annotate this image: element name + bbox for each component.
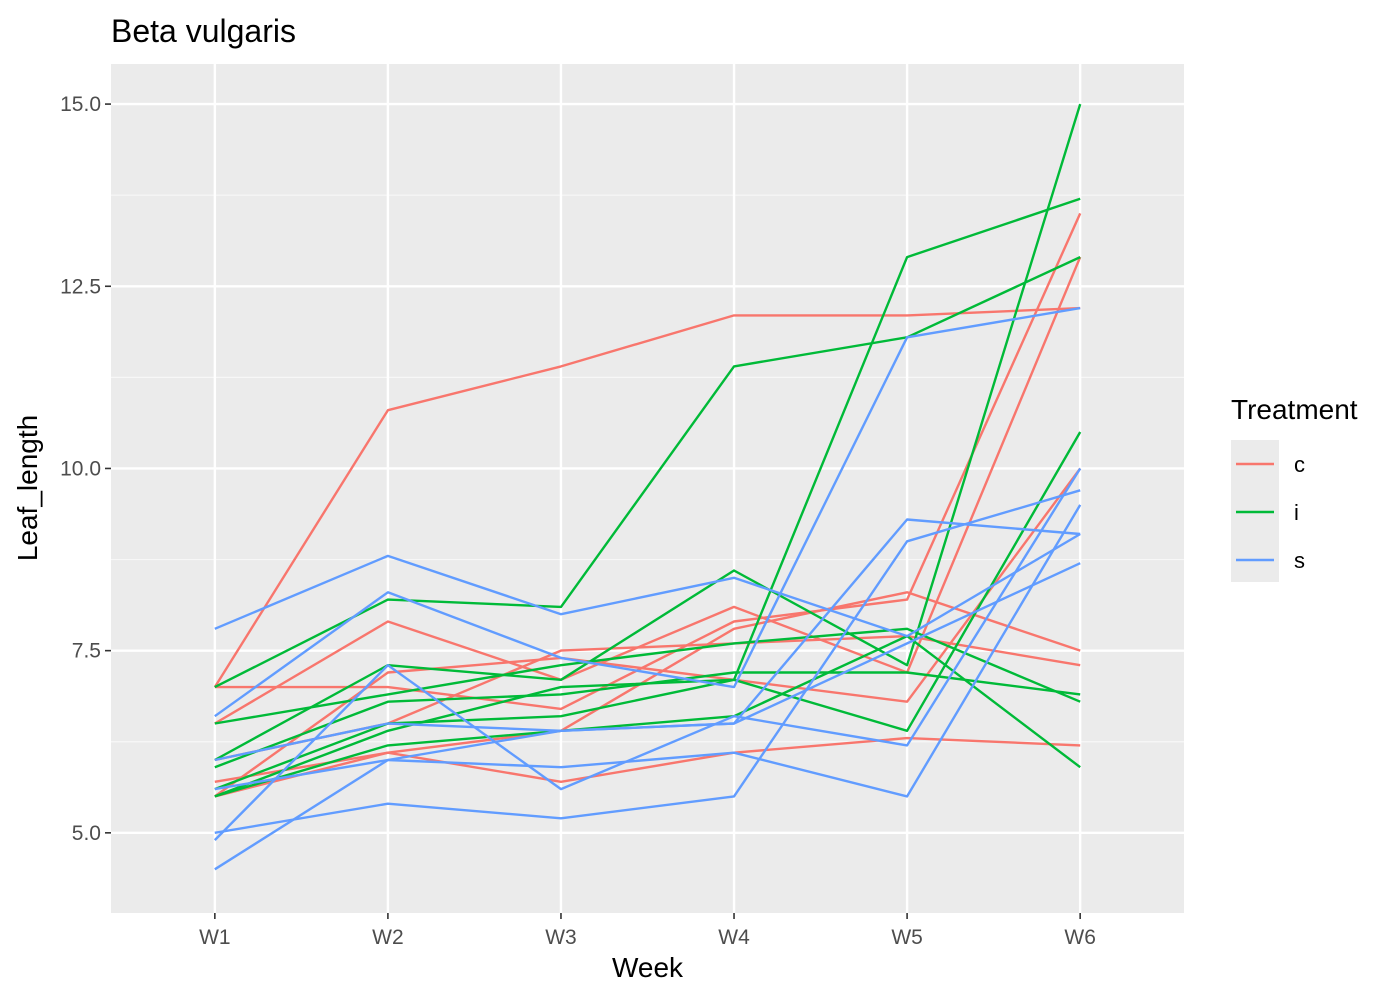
x-axis-ticks: W1 W2 W3 W4 W5 W6	[199, 913, 1096, 949]
x-tick-label: W6	[1064, 926, 1096, 949]
legend-title: Treatment	[1231, 394, 1358, 425]
x-axis-title: Week	[612, 952, 684, 983]
series-line-i-10	[214, 103, 1082, 762]
series-line-s-21	[214, 562, 1081, 871]
legend: Treatment cis	[1231, 394, 1358, 582]
y-axis-title: Leaf_length	[12, 415, 43, 561]
series-line-c-5	[214, 736, 1081, 783]
x-tick-label: W3	[545, 926, 577, 949]
series-line-i-9	[214, 627, 1081, 725]
y-tick-label: 5.0	[72, 822, 101, 845]
series-line-s-15	[214, 532, 1081, 638]
y-tick-label: 10.0	[60, 457, 101, 480]
series-line-i-13	[214, 634, 1081, 798]
chart-title: Beta vulgaris	[111, 13, 296, 49]
series-line-i-14	[214, 431, 1082, 791]
series-line-c-2	[214, 212, 1082, 711]
legend-label-i: i	[1294, 500, 1299, 525]
legend-label-s: s	[1294, 548, 1305, 573]
y-tick-label: 15.0	[60, 93, 101, 116]
x-tick-label: W1	[199, 926, 231, 949]
series-line-s-16	[214, 306, 1081, 718]
y-tick-label: 12.5	[60, 275, 101, 298]
y-tick-label: 7.5	[72, 640, 101, 663]
series-line-s-19	[214, 489, 1081, 834]
x-tick-label: W2	[372, 926, 404, 949]
series-line-s-20	[213, 467, 1082, 841]
series-lines	[213, 103, 1082, 871]
series-line-c-6	[214, 591, 1081, 798]
series-line-s-18	[214, 504, 1082, 798]
legend-label-c: c	[1294, 452, 1305, 477]
x-tick-label: W5	[891, 926, 923, 949]
series-line-i-12	[214, 197, 1081, 798]
major-gridlines	[111, 64, 1184, 913]
x-tick-label: W4	[718, 926, 750, 949]
y-axis-ticks: 5.0 7.5 10.0 12.5 15.0	[60, 93, 111, 845]
series-line-c-1	[213, 306, 1081, 688]
